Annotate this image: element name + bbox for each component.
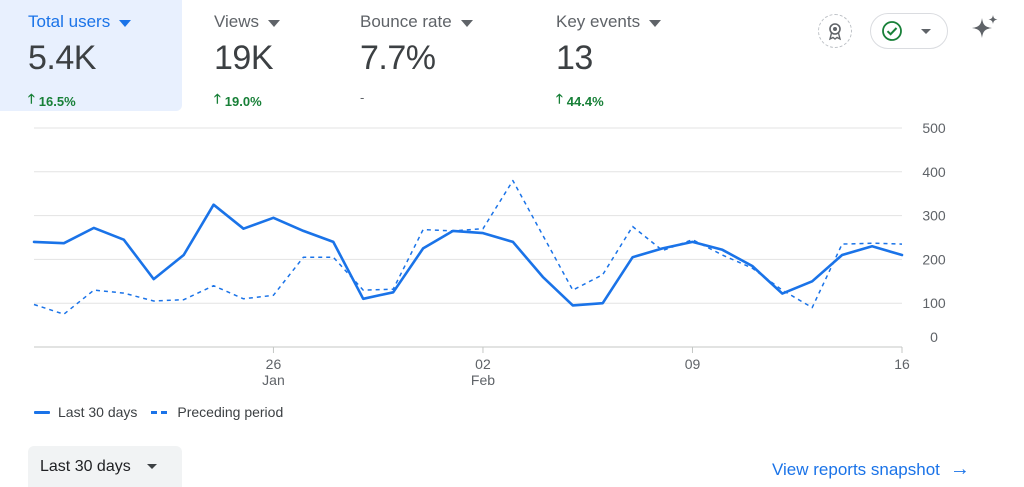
caret-down-icon bbox=[146, 464, 157, 469]
metric-tab-total-users[interactable]: Total users 5.4K 🡑 16.5% bbox=[0, 0, 182, 111]
arrow-up-icon: 🡑 bbox=[214, 91, 221, 106]
metric-selector[interactable]: Key events bbox=[556, 12, 708, 32]
chart-legend: Last 30 days Preceding period bbox=[34, 404, 297, 420]
x-tick-label: 09 bbox=[685, 356, 701, 372]
arrow-up-icon: 🡑 bbox=[556, 91, 563, 106]
metric-change-value: 44.4% bbox=[566, 93, 604, 109]
legend-item-last-30-days: Last 30 days bbox=[34, 404, 137, 420]
date-range-dropdown[interactable]: Last 30 days bbox=[28, 446, 182, 487]
view-reports-snapshot-link[interactable]: View reports snapshot → bbox=[772, 458, 970, 481]
metric-change: 🡑 16.5% bbox=[28, 90, 182, 112]
metric-change: 🡑 44.4% bbox=[556, 90, 708, 112]
metric-selector[interactable]: Bounce rate bbox=[360, 12, 522, 32]
metric-value: 19K bbox=[214, 39, 274, 77]
caret-down-icon bbox=[119, 19, 132, 27]
x-tick-label: 26 bbox=[266, 356, 282, 372]
y-tick-label: 200 bbox=[922, 251, 946, 267]
ribbon-badge-glyph bbox=[828, 23, 842, 41]
y-tick-label: 500 bbox=[922, 120, 946, 136]
legend-label: Preceding period bbox=[177, 404, 284, 420]
legend-solid-line-icon bbox=[34, 410, 50, 414]
y-tick-label: 400 bbox=[922, 164, 946, 180]
x-tick-sublabel: Feb bbox=[471, 372, 495, 388]
y-tick-label: 300 bbox=[922, 208, 946, 224]
metric-change-value: 16.5% bbox=[38, 93, 76, 109]
metric-label: Bounce rate bbox=[360, 12, 452, 31]
arrow-up-icon: 🡑 bbox=[28, 91, 35, 106]
check-circle-icon bbox=[882, 21, 902, 41]
date-range-label: Last 30 days bbox=[40, 457, 131, 475]
metric-tab-views[interactable]: Views 19K 🡑 19.0% bbox=[186, 0, 336, 111]
metric-selector[interactable]: Views bbox=[214, 12, 336, 32]
metric-value: 7.7% bbox=[360, 39, 436, 77]
legend-label: Last 30 days bbox=[58, 404, 138, 420]
metric-label: Key events bbox=[556, 12, 641, 31]
series-line-preceding-period bbox=[33, 179, 903, 315]
series-line-last-30-days bbox=[32, 203, 904, 307]
metric-label: Views bbox=[214, 12, 260, 31]
caret-down-icon bbox=[649, 19, 662, 27]
x-tick-label: 16 bbox=[894, 356, 910, 372]
y-tick-label: 0 bbox=[930, 329, 938, 345]
sparkle-icon[interactable] bbox=[968, 12, 1002, 46]
metric-value: 5.4K bbox=[28, 39, 96, 77]
caret-down-icon bbox=[268, 19, 281, 27]
metric-change-value: 19.0% bbox=[224, 93, 262, 109]
legend-dashed-line-icon bbox=[151, 410, 170, 414]
caret-down-icon bbox=[921, 28, 931, 34]
metric-selector[interactable]: Total users bbox=[28, 12, 182, 32]
data-quality-status-button[interactable] bbox=[870, 13, 948, 49]
metric-tab-bounce-rate[interactable]: Bounce rate 7.7% - bbox=[332, 0, 522, 111]
metric-tab-key-events[interactable]: Key events 13 🡑 44.4% bbox=[528, 0, 708, 111]
metric-label: Total users bbox=[28, 12, 111, 31]
metric-change-value: - bbox=[360, 90, 365, 105]
ribbon-badge-icon[interactable] bbox=[818, 14, 852, 48]
y-tick-label: 100 bbox=[922, 295, 946, 311]
caret-down-icon bbox=[460, 19, 473, 27]
metric-change: 🡑 19.0% bbox=[214, 90, 336, 112]
x-tick-label: 02 bbox=[475, 356, 491, 372]
metric-change: - bbox=[360, 90, 522, 105]
snapshot-link-label: View reports snapshot bbox=[772, 459, 940, 479]
x-tick-sublabel: Jan bbox=[262, 372, 285, 388]
legend-item-preceding-period: Preceding period bbox=[151, 404, 283, 420]
metric-value: 13 bbox=[556, 39, 593, 77]
arrow-right-icon: → bbox=[949, 458, 970, 480]
